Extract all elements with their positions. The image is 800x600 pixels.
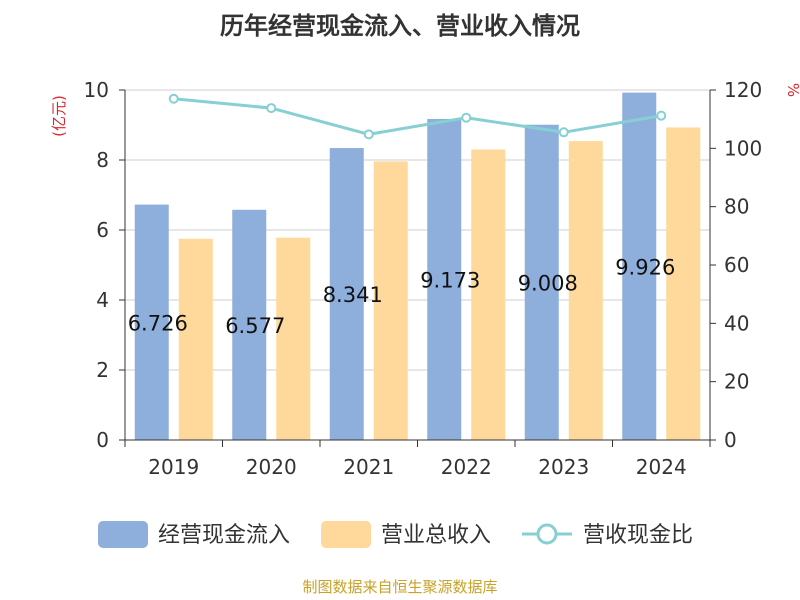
y-right-tick-label: 100 xyxy=(724,136,762,160)
bar-cash-inflow-2021 xyxy=(329,148,364,440)
y-right-tick-label: 60 xyxy=(724,253,749,277)
x-tick-label-2024: 2024 xyxy=(636,455,687,479)
line-point-2024 xyxy=(656,110,667,121)
bar-cash-inflow-2022 xyxy=(427,118,462,440)
y-right-tick-label: 120 xyxy=(724,78,762,102)
y-left-tick-label: 2 xyxy=(96,358,109,382)
legend-label-cash-inflow: 经营现金流入 xyxy=(158,523,290,548)
bar-labels-group: 6.726 6.577 8.341 9.173 9.008 9.926 xyxy=(128,255,676,338)
line-point-2019 xyxy=(168,93,179,104)
x-tick-label-2019: 2019 xyxy=(148,455,199,479)
y-right-tick-label: 40 xyxy=(724,311,749,335)
line-point-2020 xyxy=(266,103,277,114)
y-left-tick-label: 10 xyxy=(84,78,109,102)
legend-swatch-revenue xyxy=(321,521,371,548)
y-right-tick-label: 20 xyxy=(724,370,749,394)
legend-label-ratio: 营收现金比 xyxy=(583,523,693,548)
bars-group xyxy=(134,92,701,440)
line-point-2021 xyxy=(363,129,374,140)
x-tick-label-2021: 2021 xyxy=(343,455,394,479)
y-right-axis-label: % xyxy=(784,83,800,97)
legend-swatch-cash-inflow xyxy=(98,521,148,548)
bar-revenue-2023 xyxy=(568,141,603,440)
x-tick-label-2022: 2022 xyxy=(441,455,492,479)
x-tick-label-2023: 2023 xyxy=(538,455,589,479)
legend: 经营现金流入 营业总收入 营收现金比 xyxy=(98,521,693,548)
bar-data-label-2019: 6.726 xyxy=(128,311,188,335)
bar-data-label-2020: 6.577 xyxy=(225,314,285,338)
y-left-tick-label: 6 xyxy=(96,218,109,242)
bar-revenue-2020 xyxy=(276,237,311,440)
legend-swatch-marker xyxy=(536,523,558,545)
bar-revenue-2021 xyxy=(373,161,408,440)
chart-title: 历年经营现金流入、营业收入情况 xyxy=(220,12,580,40)
source-note: 制图数据来自恒生聚源数据库 xyxy=(302,578,497,596)
bar-revenue-2024 xyxy=(666,127,701,440)
line-point-2022 xyxy=(461,112,472,123)
bar-cash-inflow-2023 xyxy=(524,124,559,440)
bar-cash-inflow-2020 xyxy=(232,209,267,440)
line-group xyxy=(168,93,667,140)
bar-data-label-2023: 9.008 xyxy=(518,271,578,295)
line-point-2023 xyxy=(558,127,569,138)
bar-revenue-2019 xyxy=(178,238,213,440)
bar-cash-inflow-2024 xyxy=(622,92,657,440)
x-tick-label-2020: 2020 xyxy=(246,455,297,479)
y-left-tick-label: 4 xyxy=(96,288,109,312)
legend-label-revenue: 营业总收入 xyxy=(381,523,491,548)
bar-data-label-2021: 8.341 xyxy=(323,283,383,307)
line-revenue-cash-ratio xyxy=(173,97,662,136)
y-left-axis-label: (亿元) xyxy=(50,95,68,137)
y-right-tick-label: 0 xyxy=(724,428,737,452)
bar-revenue-2022 xyxy=(471,149,506,440)
bar-data-label-2024: 9.926 xyxy=(615,255,675,279)
grid-lines xyxy=(125,89,710,371)
bar-data-label-2022: 9.173 xyxy=(420,268,480,292)
y-right-tick-label: 80 xyxy=(724,195,749,219)
y-left-tick-label: 0 xyxy=(96,428,109,452)
y-left-tick-label: 8 xyxy=(96,148,109,172)
bar-cash-inflow-2019 xyxy=(134,204,169,440)
